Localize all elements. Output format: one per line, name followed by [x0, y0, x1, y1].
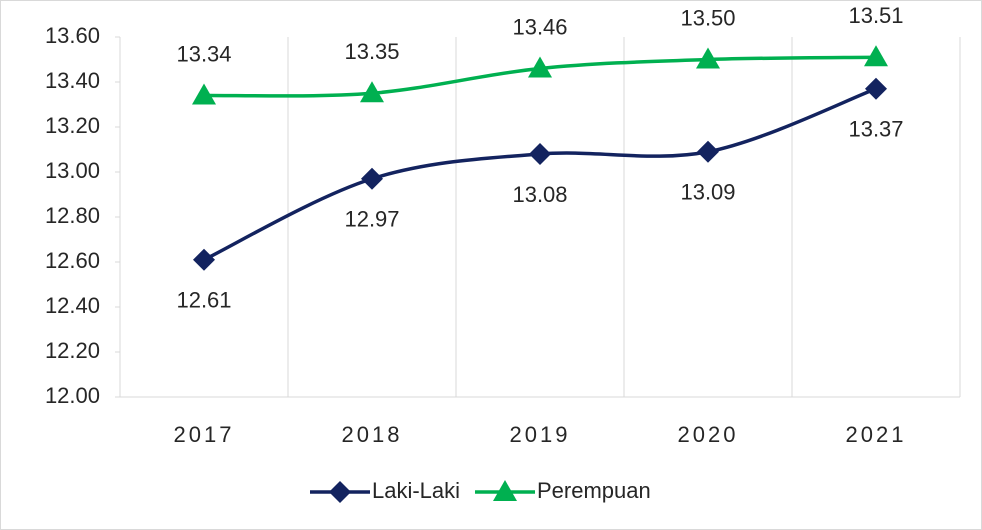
data-label: 13.50	[680, 5, 735, 30]
legend-marker	[329, 481, 351, 503]
data-point	[697, 140, 719, 163]
data-point	[528, 56, 552, 78]
x-tick-label: 2021	[846, 422, 907, 447]
y-tick-label: 12.80	[45, 203, 100, 228]
data-label: 13.37	[848, 117, 903, 142]
data-label: 13.34	[176, 41, 231, 66]
data-label: 12.61	[176, 288, 231, 313]
data-point	[865, 77, 887, 100]
x-tick-label: 2018	[342, 422, 403, 447]
y-tick-label: 12.20	[45, 338, 100, 363]
y-tick-label: 13.00	[45, 158, 100, 183]
data-point	[192, 83, 216, 105]
y-tick-label: 12.00	[45, 383, 100, 408]
data-point	[864, 45, 888, 67]
legend-label: Laki-Laki	[372, 478, 460, 503]
y-tick-label: 12.60	[45, 248, 100, 273]
data-point	[361, 167, 383, 190]
y-tick-label: 13.40	[45, 68, 100, 93]
data-label: 13.46	[512, 14, 567, 39]
x-tick-label: 2020	[678, 422, 739, 447]
legend-label: Perempuan	[537, 478, 651, 503]
y-tick-label: 13.60	[45, 23, 100, 48]
data-point	[360, 81, 384, 103]
data-label: 13.09	[680, 180, 735, 205]
x-tick-label: 2017	[174, 422, 235, 447]
data-label: 12.97	[344, 207, 399, 232]
y-tick-label: 13.20	[45, 113, 100, 138]
data-label: 13.35	[344, 39, 399, 64]
data-label: 13.08	[512, 182, 567, 207]
y-tick-label: 12.40	[45, 293, 100, 318]
data-point	[193, 248, 215, 271]
legend-marker	[493, 480, 517, 501]
data-point	[696, 47, 720, 69]
data-point	[529, 143, 551, 165]
x-tick-label: 2019	[510, 422, 571, 447]
data-label: 13.51	[848, 3, 903, 28]
